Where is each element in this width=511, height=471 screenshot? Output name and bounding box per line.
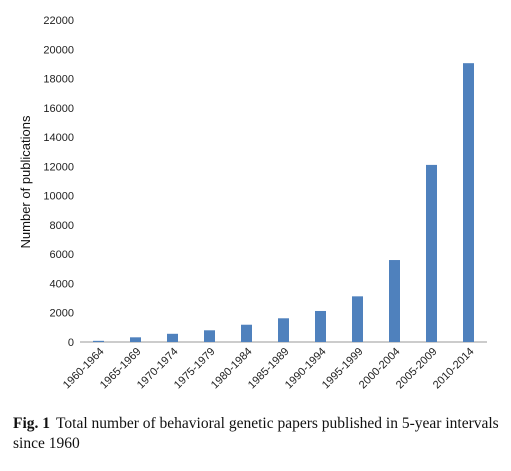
figure-caption: Fig. 1 Total number of behavioral genetic… <box>13 414 503 454</box>
bar <box>352 296 363 342</box>
bar <box>93 340 104 342</box>
bar-chart: Number of publications 0 2000 4000 6000 8000… <box>18 15 487 392</box>
y-tick-label: 4000 <box>50 278 74 290</box>
y-tick-label: 18000 <box>43 74 74 86</box>
y-tick-label: 6000 <box>50 249 74 261</box>
y-tick-label: 22000 <box>43 15 74 27</box>
bar <box>463 63 474 342</box>
y-tick-label: 14000 <box>43 132 74 144</box>
bar <box>315 310 326 342</box>
bar <box>426 164 437 342</box>
y-axis-title: Number of publications <box>18 115 33 248</box>
figure-number: Fig. 1 <box>13 415 51 432</box>
figure-caption-text: Total number of behavioral genetic paper… <box>13 415 499 452</box>
y-tick-label: 2000 <box>50 308 74 320</box>
y-tick-label: 16000 <box>43 103 74 115</box>
bar <box>167 333 178 342</box>
y-tick-label: 20000 <box>43 44 74 56</box>
bar <box>389 260 400 342</box>
y-axis-ticks: 0 2000 4000 6000 8000 10000 12000 14000 16000 180… <box>43 15 74 349</box>
y-tick-label: 12000 <box>43 161 74 173</box>
bars <box>93 63 474 342</box>
bar <box>278 318 289 342</box>
x-axis-ticks: 1960-19641965-19691970-19741975-19791980… <box>61 346 477 392</box>
bar <box>130 337 141 342</box>
y-tick-label: 10000 <box>43 191 74 203</box>
y-tick-label: 8000 <box>50 220 74 232</box>
y-tick-label: 0 <box>68 337 74 349</box>
bar <box>241 324 252 342</box>
bar <box>204 330 215 342</box>
